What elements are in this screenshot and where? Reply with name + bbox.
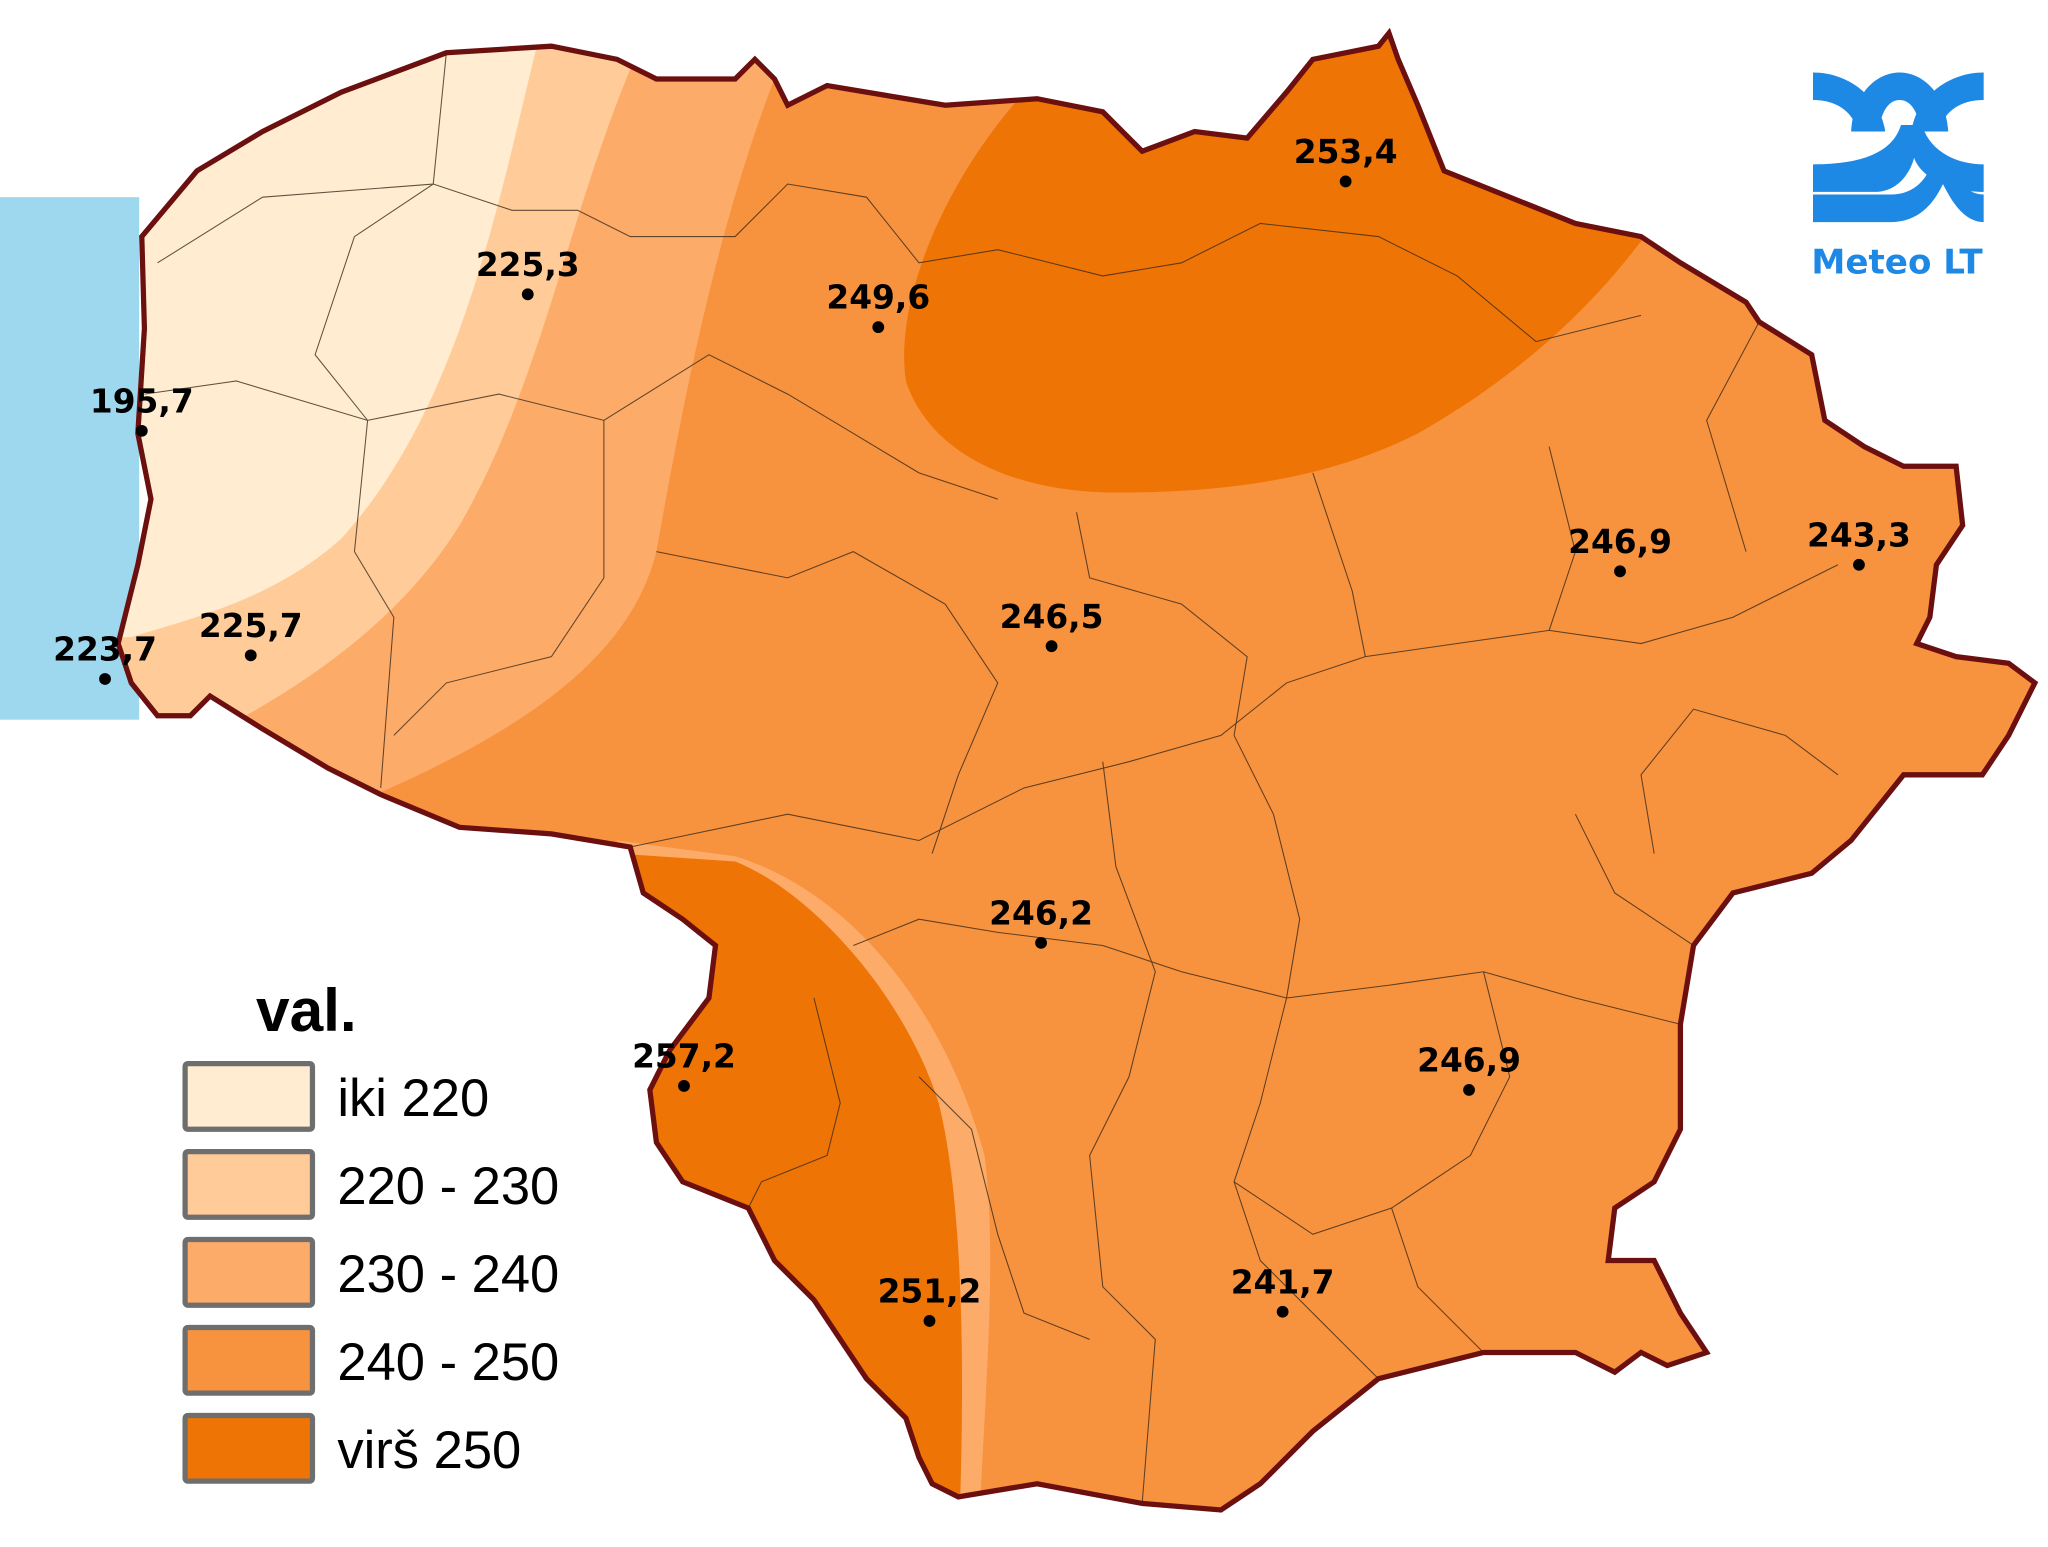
station: 225,7 <box>199 607 303 662</box>
station-value-label: 246,2 <box>989 894 1093 932</box>
station-value-label: 243,3 <box>1807 516 1911 554</box>
station: 253,4 <box>1294 133 1398 188</box>
legend: val. iki 220 220 - 230 230 - 240 240 - 250 v… <box>182 976 559 1484</box>
station: 246,9 <box>1568 523 1672 578</box>
legend-label: virš 250 <box>337 1421 521 1480</box>
station-value-label: 246,5 <box>1000 598 1104 636</box>
station-dot <box>244 649 257 662</box>
station-value-label: 246,9 <box>1417 1042 1521 1080</box>
legend-label: 220 - 230 <box>337 1157 559 1216</box>
station: 195,7 <box>90 382 194 437</box>
station-dot <box>1339 175 1352 188</box>
station-value-label: 195,7 <box>90 382 194 420</box>
meteo-lt-waves-logo-icon <box>1813 72 1984 223</box>
baltic-sea <box>0 197 140 720</box>
station-dot <box>872 321 885 334</box>
legend-title: val. <box>256 976 357 1044</box>
legend-swatch <box>182 1061 316 1132</box>
station: 225,3 <box>476 246 580 301</box>
legend-swatch <box>182 1412 316 1484</box>
logo-text: Meteo LT <box>1811 242 1983 282</box>
station-value-label: 251,2 <box>878 1273 982 1311</box>
meteo-lt-logo: Meteo LT <box>1811 72 1984 282</box>
station: 249,6 <box>826 279 930 334</box>
station: 243,3 <box>1807 516 1911 571</box>
legend-label: iki 220 <box>337 1069 489 1128</box>
station-dot <box>99 673 111 685</box>
station-value-label: 253,4 <box>1294 133 1398 171</box>
station: 241,7 <box>1231 1263 1335 1318</box>
station-value-label: 241,7 <box>1231 1263 1335 1301</box>
station-value-label: 225,3 <box>476 246 580 284</box>
station-value-label: 223,7 <box>53 631 157 669</box>
station: 257,2 <box>632 1038 736 1092</box>
station-dot <box>1853 558 1865 571</box>
station: 246,9 <box>1417 1042 1521 1096</box>
station-dot <box>1614 565 1626 578</box>
station-dot <box>1035 936 1047 949</box>
legend-label: 230 - 240 <box>337 1245 559 1304</box>
station: 251,2 <box>878 1273 982 1327</box>
station-dot <box>1045 640 1058 653</box>
station-dot <box>521 288 534 301</box>
station: 223,7 <box>53 631 157 685</box>
station-value-label: 257,2 <box>632 1038 736 1076</box>
station-value-label: 225,7 <box>199 607 303 645</box>
station-dot <box>923 1315 936 1327</box>
station: 246,2 <box>989 894 1093 949</box>
district-borders <box>144 52 1839 1504</box>
station-value-label: 246,9 <box>1568 523 1672 561</box>
station-value-label: 249,6 <box>826 279 930 317</box>
legend-label: 240 - 250 <box>337 1333 559 1392</box>
legend-swatch <box>182 1236 316 1308</box>
legend-swatch <box>182 1324 316 1396</box>
station: 246,5 <box>1000 598 1104 653</box>
station-dot <box>1276 1305 1289 1318</box>
station-dot <box>135 424 148 437</box>
legend-swatch <box>182 1148 316 1220</box>
station-dot <box>678 1080 690 1092</box>
station-dot <box>1463 1083 1475 1096</box>
